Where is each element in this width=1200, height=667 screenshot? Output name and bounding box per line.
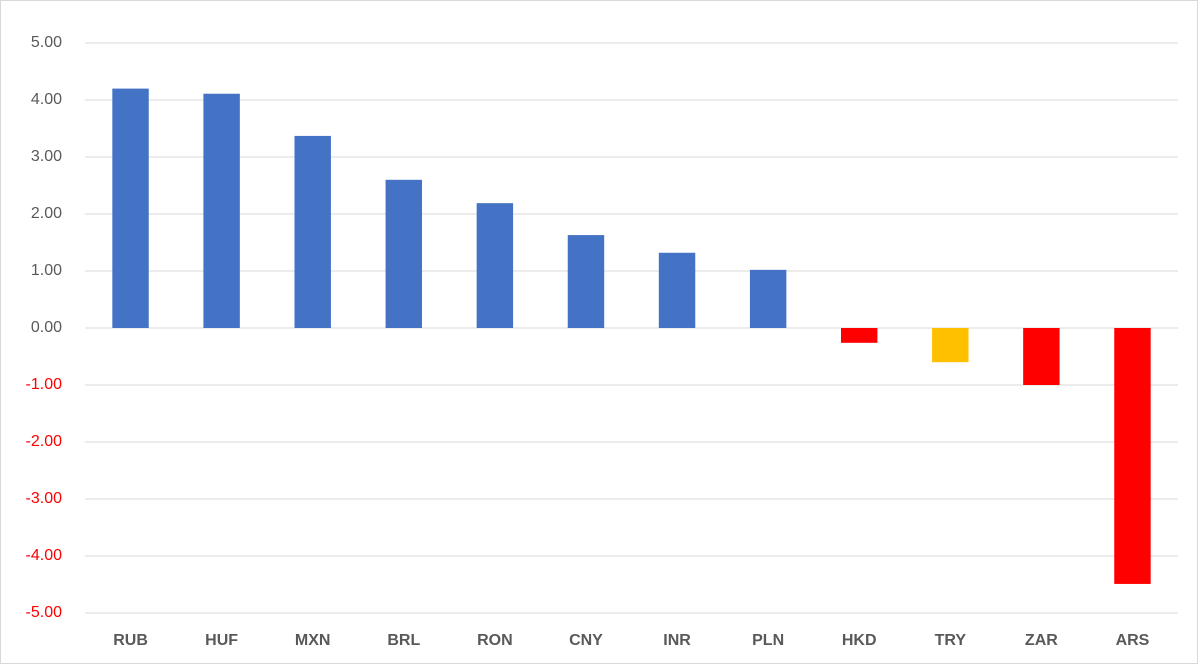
- y-tick-label: 4.00: [31, 91, 62, 108]
- bar: [567, 235, 605, 328]
- x-tick-label: RUB: [113, 632, 148, 649]
- x-tick-label: RON: [477, 632, 513, 649]
- y-tick-label: 5.00: [31, 34, 62, 51]
- x-tick-label: HUF: [205, 632, 238, 649]
- bar: [1114, 328, 1151, 584]
- x-tick-label: BRL: [387, 632, 420, 649]
- bar: [1023, 328, 1060, 385]
- bar: [749, 269, 787, 328]
- x-tick-label: PLN: [752, 632, 784, 649]
- y-tick-label: 3.00: [31, 148, 62, 165]
- bar: [112, 88, 149, 328]
- y-tick-label: 0.00: [31, 319, 62, 336]
- bar: [840, 328, 878, 343]
- x-tick-label: CNY: [569, 632, 603, 649]
- bar: [203, 93, 240, 328]
- y-tick-label: -1.00: [26, 376, 63, 393]
- bar: [476, 203, 514, 328]
- y-tick-label: -5.00: [26, 604, 63, 621]
- y-tick-label: -3.00: [26, 490, 63, 507]
- y-tick-label: -4.00: [26, 547, 63, 564]
- x-tick-label: ZAR: [1025, 632, 1058, 649]
- x-tick-label: ARS: [1116, 632, 1150, 649]
- bar: [385, 179, 423, 328]
- x-tick-label: INR: [663, 632, 691, 649]
- y-tick-label: 1.00: [31, 262, 62, 279]
- bar: [658, 252, 696, 328]
- x-tick-label: MXN: [295, 632, 331, 649]
- y-tick-label: 2.00: [31, 205, 62, 222]
- bar: [932, 328, 969, 363]
- bar: [294, 135, 331, 328]
- x-tick-label: HKD: [842, 632, 877, 649]
- x-tick-label: TRY: [935, 632, 967, 649]
- y-tick-label: -2.00: [26, 433, 63, 450]
